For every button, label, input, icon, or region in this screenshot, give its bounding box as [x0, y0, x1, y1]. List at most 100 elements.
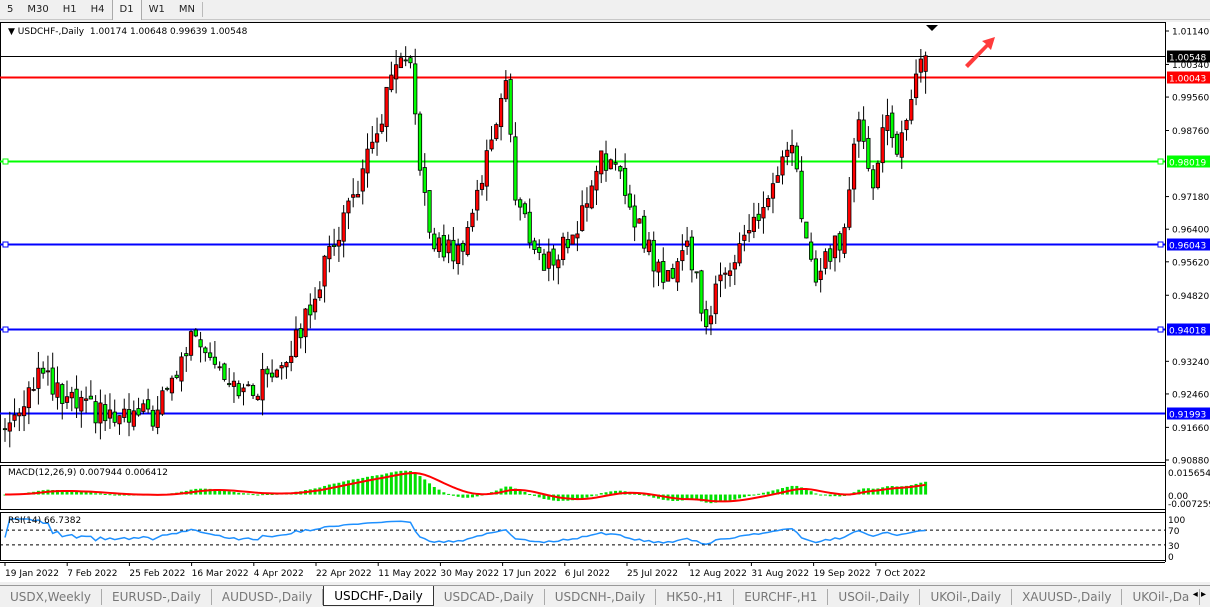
rsi-axis-label: 70 [1168, 527, 1180, 537]
tab-audusd-daily[interactable]: AUDUSD-,Daily [212, 588, 324, 605]
tf-mn[interactable]: MN [178, 4, 195, 15]
tab-ukoil-daily[interactable]: UKOil-,Daily [920, 588, 1013, 605]
bearish-candle [403, 59, 408, 62]
macd-histogram-bar [528, 494, 532, 496]
bullish-candle [761, 207, 766, 219]
bullish-candle [708, 315, 714, 325]
tab-scroll-arrows[interactable]: ◂ ▸ [1192, 589, 1206, 600]
tab-eurchf-h1[interactable]: EURCHF-,H1 [734, 588, 829, 605]
chart-canvas[interactable]: 1.00548 1.00043 0.98019 0.96043 0.94018 0.919… [0, 22, 1210, 582]
macd-histogram-bar [590, 494, 594, 497]
date-tick-label: 4 Apr 2022 [254, 569, 304, 579]
macd-histogram-bar [65, 490, 69, 495]
macd-histogram-bar [532, 494, 536, 496]
bullish-candle [646, 239, 652, 253]
bearish-candle [198, 339, 203, 348]
bullish-candle [560, 236, 566, 261]
price-tag-bg [1167, 71, 1210, 84]
bearish-candle [212, 356, 217, 365]
tf-d1[interactable]: D1 [111, 0, 142, 20]
tf-m30[interactable]: M30 [27, 4, 49, 15]
bullish-candle [818, 270, 823, 280]
tf-w1[interactable]: W1 [148, 4, 165, 15]
line-handle [1157, 241, 1164, 248]
macd-histogram-bar [890, 486, 894, 495]
price-tag-bg [1167, 155, 1210, 168]
tf-h4[interactable]: H4 [90, 4, 105, 15]
macd-histogram-bar [766, 491, 770, 495]
tab-eurusd-daily[interactable]: EURUSD-,Daily [102, 588, 212, 605]
macd-histogram-bar [828, 494, 832, 497]
bearish-candle [642, 215, 647, 249]
tab-xauusd-daily[interactable]: XAUUSD-,Daily [1012, 588, 1123, 605]
rsi-label: RSI(14) 66.7382 [8, 516, 82, 526]
macd-histogram-bar [222, 490, 226, 495]
bullish-candle [580, 205, 585, 231]
bearish-candle [532, 240, 537, 250]
chart-window[interactable]: 1.00548 1.00043 0.98019 0.96043 0.94018 0.919… [0, 22, 1210, 582]
bullish-candle [365, 148, 370, 174]
bullish-candle [355, 194, 361, 198]
macd-label: MACD(12,26,9) 0.007944 0.006412 [8, 468, 168, 478]
macd-histogram-bar [909, 485, 913, 495]
macd-histogram-bar [585, 494, 589, 498]
date-tick-label: 7 Feb 2022 [67, 569, 117, 579]
bullish-candle [317, 289, 322, 299]
bearish-candle [265, 368, 270, 375]
macd-histogram-bar [270, 493, 274, 495]
bearish-candle [809, 241, 814, 260]
bearish-candle [270, 372, 275, 378]
tab-usdchf-daily[interactable]: USDCHF-,Daily [323, 585, 434, 606]
macd-histogram-bar [633, 493, 637, 495]
bearish-candle [661, 261, 666, 283]
bearish-candle [413, 63, 418, 115]
bearish-candle [618, 166, 623, 172]
date-tick-label: 6 Jul 2022 [565, 569, 610, 579]
macd-histogram-bar [394, 471, 398, 495]
macd-histogram-bar [55, 489, 59, 495]
macd-histogram-bar [747, 494, 751, 496]
bullish-candle [570, 234, 575, 245]
macd-histogram-bar [733, 494, 737, 500]
macd-histogram-bar [723, 494, 727, 502]
bearish-candle [627, 193, 632, 208]
bearish-candle [250, 385, 256, 396]
tab-usdcad-daily[interactable]: USDCAD-,Daily [434, 588, 545, 605]
line-handle [1157, 158, 1164, 165]
macd-histogram-bar [389, 472, 393, 495]
tab-usdx-weekly[interactable]: USDX,Weekly [0, 588, 102, 605]
bearish-candle [756, 213, 761, 221]
bullish-candle [656, 261, 661, 273]
bullish-candle [394, 64, 399, 80]
macd-histogram-bar [346, 480, 350, 495]
tf-m5[interactable]: 5 [7, 4, 14, 15]
bullish-candle [374, 133, 380, 143]
macd-histogram-bar [905, 485, 909, 495]
tab-hk50-h1[interactable]: HK50-,H1 [656, 588, 735, 605]
bearish-candle [2, 428, 8, 431]
macd-histogram-bar [399, 470, 403, 495]
tab-usdcnh-daily[interactable]: USDCNH-,Daily [545, 588, 657, 605]
date-tick-label: 31 Aug 2022 [751, 569, 809, 579]
date-tick-label: 19 Sep 2022 [814, 569, 871, 579]
macd-histogram-bar [685, 494, 689, 500]
bearish-candle [541, 253, 547, 271]
collapse-icon[interactable]: ▼ [8, 27, 18, 37]
macd-histogram-bar [380, 474, 384, 495]
bullish-candle [360, 168, 365, 192]
bullish-candle [599, 150, 604, 175]
price-tick-label: 0.90880 [1172, 457, 1209, 467]
line-handle [2, 326, 9, 333]
bearish-candle [88, 395, 93, 400]
macd-histogram-bar [242, 493, 245, 495]
tab-usoil-daily[interactable]: USOil-,Daily [828, 588, 921, 605]
macd-histogram-bar [418, 476, 422, 495]
date-tick-label: 22 Apr 2022 [316, 569, 372, 579]
macd-histogram-bar [552, 494, 556, 501]
bullish-candle [21, 406, 27, 417]
tab-ukoil-da[interactable]: UKOil-,Da [1122, 588, 1201, 605]
macd-histogram-bar [475, 494, 479, 497]
tf-h1[interactable]: H1 [62, 4, 77, 15]
macd-histogram-bar [98, 493, 102, 495]
bullish-candle [875, 162, 881, 189]
